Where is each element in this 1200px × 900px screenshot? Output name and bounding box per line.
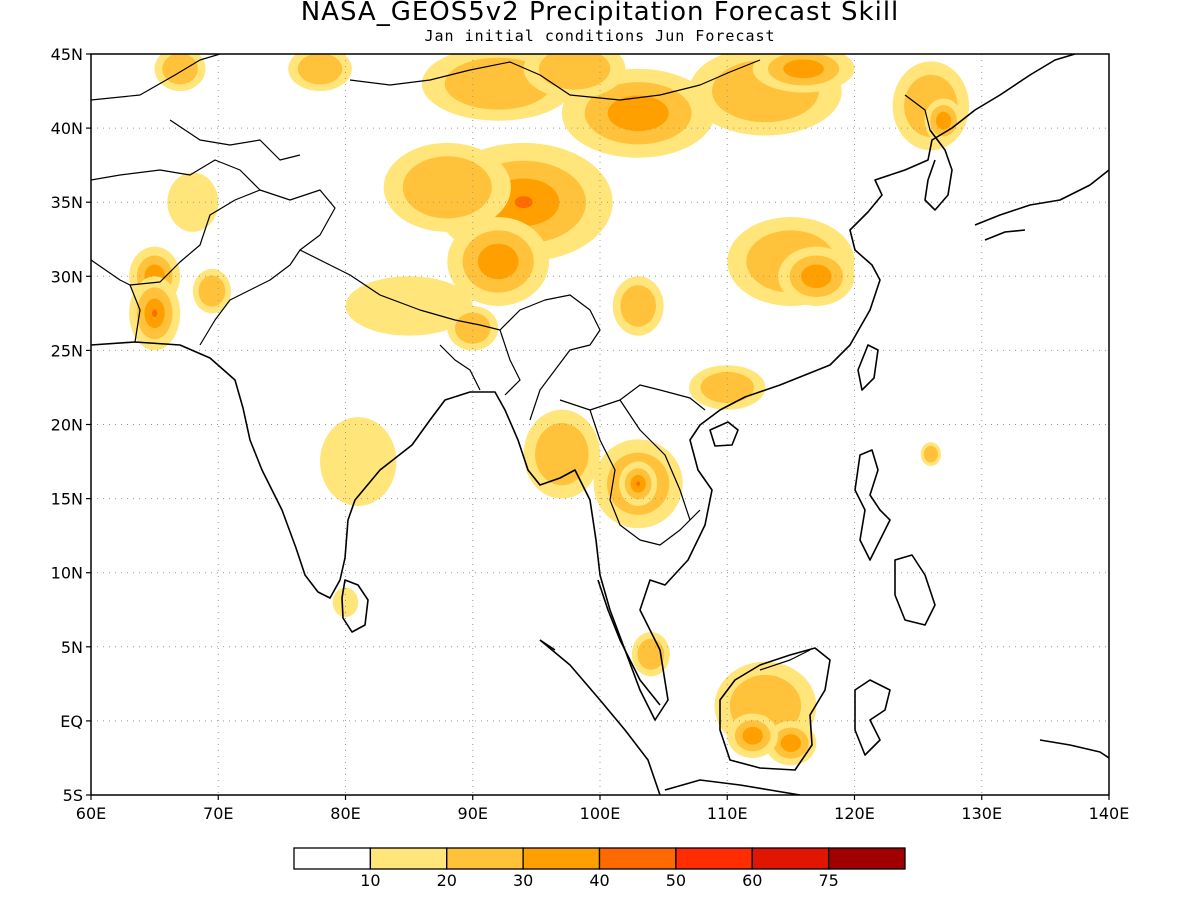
y-tick-label-15N: 15N	[51, 490, 83, 509]
map-frame	[90, 53, 1110, 796]
skill-blob-24-level-2	[700, 371, 754, 404]
skill-shading-layer	[129, 54, 970, 766]
colorbar-label-30: 30	[513, 871, 533, 890]
colorbar-label-50: 50	[666, 871, 686, 890]
colorbar-swatch-0	[293, 847, 372, 870]
chart-title: NASA_GEOS5v2 Precipitation Forecast Skil…	[300, 0, 900, 27]
x-tick-label-110E: 110E	[707, 804, 748, 823]
skill-blob-31-level-2	[923, 445, 938, 463]
colorbar-label-10: 10	[360, 871, 380, 890]
y-tick-label-20N: 20N	[51, 416, 83, 435]
skill-blob-1-level-3	[477, 243, 519, 280]
skill-blob-7-level-3	[783, 59, 824, 79]
colorbar-label-60: 60	[742, 871, 762, 890]
y-tick-label-5N: 5N	[61, 638, 83, 657]
chart-subtitle: Jan initial conditions Jun Forecast	[424, 27, 776, 45]
skill-blob-28-level-3	[742, 726, 763, 745]
colorbar-swatch-3	[522, 847, 601, 870]
skill-blob-17-level-2	[297, 54, 343, 85]
skill-blob-15-level-1	[167, 172, 219, 232]
colorbar-swatch-1	[369, 847, 448, 870]
y-tick-label-10N: 10N	[51, 564, 83, 583]
skill-blob-21-level-2	[535, 423, 589, 486]
x-tick-label-60E: 60E	[76, 804, 106, 823]
colorbar-label-20: 20	[437, 871, 457, 890]
skill-blob-20-level-1	[320, 417, 397, 507]
colorbar-swatch-6	[751, 847, 830, 870]
skill-blob-19-level-2	[454, 312, 491, 344]
y-tick-label-40N: 40N	[51, 119, 83, 138]
colorbar-swatch-7	[827, 847, 906, 870]
skill-blob-14-level-2	[198, 275, 226, 307]
skill-blob-27-level-3	[780, 734, 802, 753]
skill-blob-2-level-2	[402, 156, 492, 219]
colorbar-swatch-4	[598, 847, 677, 870]
x-tick-label-100E: 100E	[580, 804, 621, 823]
y-tick-label-25N: 25N	[51, 341, 83, 360]
y-tick-label-5S: 5S	[63, 786, 83, 805]
y-tick-label-30N: 30N	[51, 267, 83, 286]
gridlines	[91, 54, 1109, 795]
skill-blob-5-level-2	[538, 54, 611, 90]
x-tick-label-130E: 130E	[961, 804, 1002, 823]
y-tick-label-35N: 35N	[51, 193, 83, 212]
skill-blob-13-level-4	[152, 309, 158, 318]
x-tick-label-140E: 140E	[1089, 804, 1130, 823]
y-tick-label-45N: 45N	[51, 45, 83, 64]
country-borders	[91, 54, 931, 671]
skill-blob-30-level-1	[332, 587, 359, 618]
skill-blob-25-level-2	[620, 285, 656, 327]
coastlines	[91, 54, 1109, 795]
colorbar-swatch-5	[675, 847, 753, 870]
skill-blob-11-level-3	[801, 264, 832, 289]
x-tick-label-70E: 70E	[203, 804, 233, 823]
x-tick-label-120E: 120E	[834, 804, 875, 823]
x-tick-label-80E: 80E	[330, 804, 360, 823]
skill-blob-3-level-3	[607, 95, 669, 132]
axis-labels: 60E 70E 80E 90E 100E 110E 120E 130E 140E 5S EQ 5N 10…	[51, 45, 1130, 823]
colorbar-label-40: 40	[589, 871, 609, 890]
colorbar: 10 20 30 40 50 60 75	[293, 847, 906, 890]
skill-blob-9-level-3	[935, 111, 952, 130]
x-tick-label-90E: 90E	[458, 804, 488, 823]
colorbar-label-75: 75	[818, 871, 838, 890]
skill-blob-23-level-4	[636, 481, 641, 487]
y-tick-label-EQ: EQ	[60, 712, 83, 731]
colorbar-swatch-2	[446, 847, 524, 870]
